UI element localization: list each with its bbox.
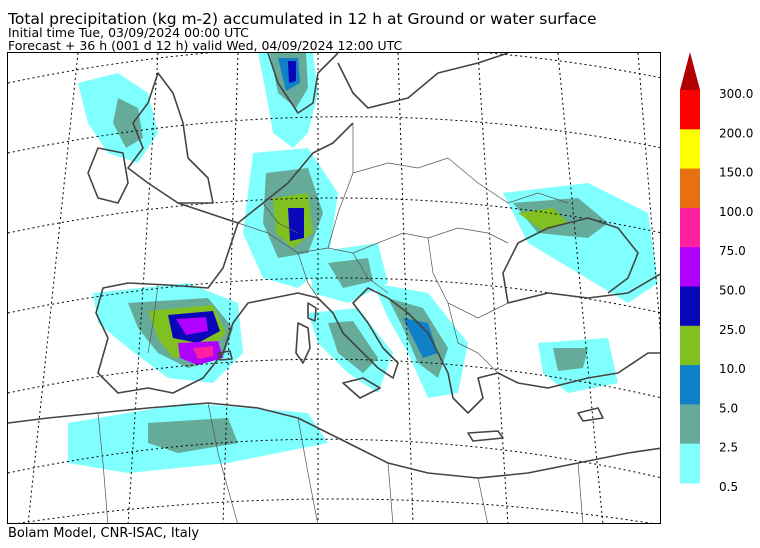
model-credit: Bolam Model, CNR-ISAC, Italy (8, 526, 200, 541)
colorbar-swatch-2.5 (680, 404, 700, 445)
precip-band-france-peak (288, 208, 304, 241)
colorbar-swatch-25.0 (680, 286, 700, 327)
chart-title: Total precipitation (kg m-2) accumulated… (8, 10, 597, 28)
colorbar-label-25.0: 25.0 (719, 323, 746, 337)
colorbar-swatch-100.0 (680, 168, 700, 209)
precip-adriatic-high (403, 318, 438, 358)
colorbar-label-100.0: 100.0 (719, 205, 753, 219)
precip-turkey-mod (553, 348, 588, 371)
colorbar-label-300.0: 300.0 (719, 87, 753, 101)
precip-iberia-peak (193, 346, 213, 359)
forecast-label: Forecast + 36 h (001 d 12 h) valid Wed, … (8, 38, 403, 53)
initial-time-label: Initial time Tue, 03/09/2024 00:00 UTC (8, 25, 249, 40)
precip-band-northsea-peak (288, 61, 296, 83)
colorbar-swatch-75.0 (680, 207, 700, 248)
country-borders (97, 123, 584, 523)
precipitation-fields (68, 53, 658, 473)
precip-area-uk-mod (113, 98, 143, 148)
colorbar-swatch-50.0 (680, 247, 700, 287)
colorbar-svg: 300.0 200.0 150.0 100.0 75.0 50.0 25.0 10.0 5.0 2… (680, 52, 753, 494)
colorbar-swatch-5.0 (680, 365, 700, 405)
precip-italy-mod (328, 321, 378, 373)
map-canvas (8, 53, 660, 523)
precip-alps-mod (328, 258, 373, 288)
colorbar-swatch-10.0 (680, 325, 700, 366)
colorbar-swatch-150.0 (680, 129, 700, 170)
colorbar-swatch-0.5 (680, 443, 700, 484)
precipitation-map (7, 52, 661, 524)
colorbar-label-50.0: 50.0 (719, 284, 746, 298)
colorbar-legend: 300.0 200.0 150.0 100.0 75.0 50.0 25.0 10.0 5.0 2… (672, 50, 760, 495)
precip-iberia-veryheavy (176, 317, 208, 335)
colorbar-extend-arrow (680, 52, 700, 90)
colorbar-label-0.5: 0.5 (719, 480, 738, 494)
colorbar-label-75.0: 75.0 (719, 244, 746, 258)
coastlines (8, 53, 660, 479)
precip-north-africa-mod (148, 418, 238, 453)
colorbar-swatch-200.0 (680, 90, 700, 130)
colorbar-label-150.0: 150.0 (719, 166, 753, 180)
colorbar-label-200.0: 200.0 (719, 126, 753, 140)
colorbar-label-5.0: 5.0 (719, 401, 738, 415)
colorbar-label-10.0: 10.0 (719, 362, 746, 376)
colorbar-label-2.5: 2.5 (719, 441, 738, 455)
